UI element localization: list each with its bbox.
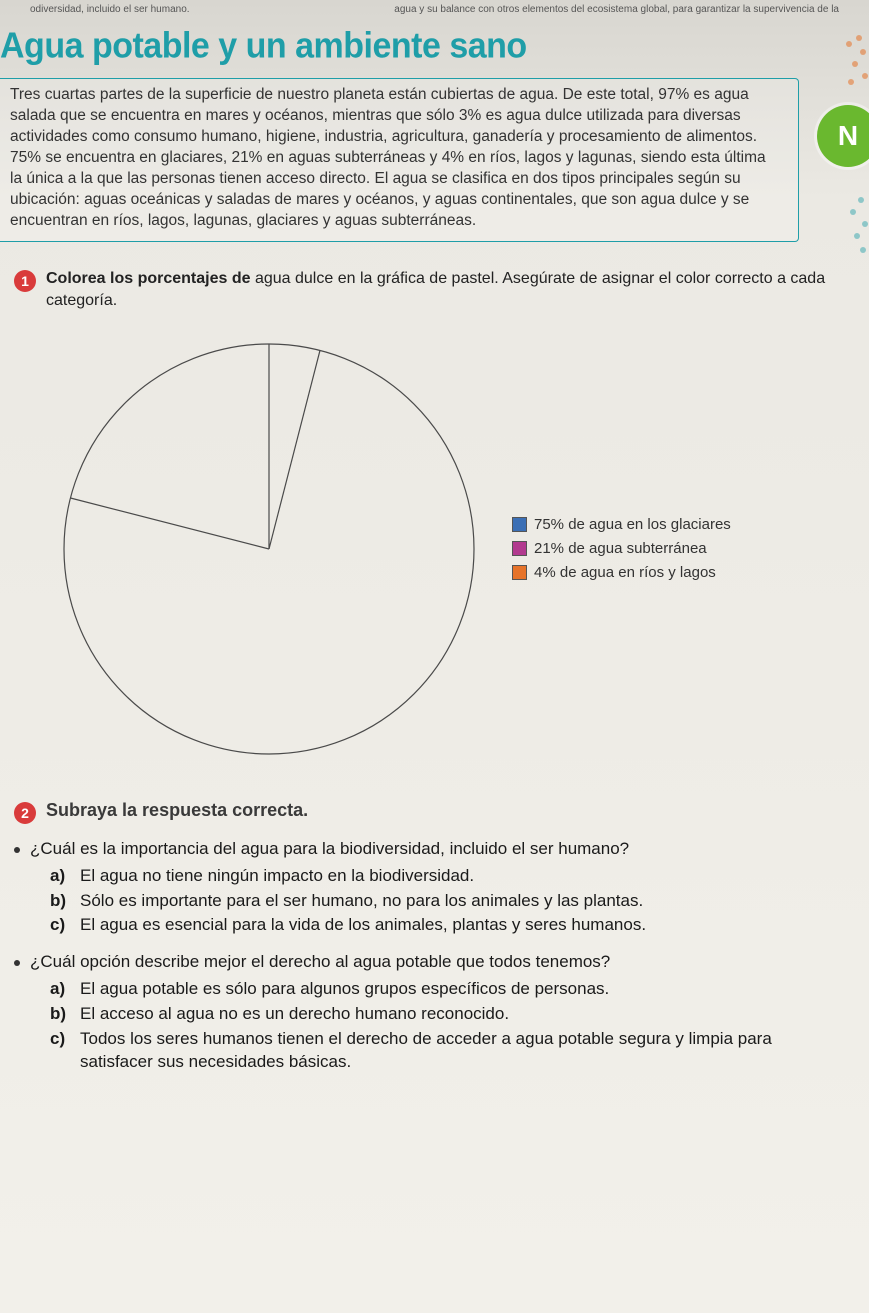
options-list: a) El agua no tiene ningún impacto en la … bbox=[50, 865, 841, 938]
pie-radius-line bbox=[70, 498, 269, 549]
bullet-icon bbox=[14, 960, 20, 966]
cutoff-right: agua y su balance con otros elementos de… bbox=[394, 4, 839, 15]
option-text: Todos los seres humanos tienen el derech… bbox=[80, 1028, 841, 1074]
option-key: b) bbox=[50, 890, 72, 913]
cutoff-left: odiversidad, incluido el ser humano. bbox=[30, 4, 190, 15]
legend-row: 4% de agua en ríos y lagos bbox=[512, 561, 731, 585]
exercise-1: 1 Colorea los porcentajes de agua dulce … bbox=[14, 268, 839, 763]
side-badge-letter: N bbox=[838, 120, 858, 152]
exercise-1-lead: Colorea los porcentajes de bbox=[46, 270, 251, 287]
exercise-2-number: 2 bbox=[21, 805, 29, 821]
legend-label: 75% de agua en los glaciares bbox=[534, 513, 731, 537]
option-text: Sólo es importante para el ser humano, n… bbox=[80, 890, 643, 913]
legend-swatch bbox=[512, 541, 527, 556]
exercise-1-number-badge: 1 bbox=[14, 270, 36, 292]
legend-label: 4% de agua en ríos y lagos bbox=[534, 561, 716, 585]
option-key: c) bbox=[50, 1028, 72, 1051]
side-green-badge: N bbox=[817, 105, 869, 167]
question-text: ¿Cuál opción describe mejor el derecho a… bbox=[30, 951, 610, 974]
exercise-2-number-badge: 2 bbox=[14, 802, 36, 824]
exercise-1-number: 1 bbox=[21, 273, 29, 289]
legend-label: 21% de agua subterránea bbox=[534, 537, 707, 561]
option-key: b) bbox=[50, 1003, 72, 1026]
option-key: c) bbox=[50, 914, 72, 937]
pie-chart bbox=[54, 334, 484, 764]
exercise-1-text: Colorea los porcentajes de agua dulce en… bbox=[46, 268, 839, 311]
option-text: El agua es esencial para la vida de los … bbox=[80, 914, 646, 937]
info-paragraph-text: Tres cuartas partes de la superficie de … bbox=[10, 86, 766, 229]
option-row: a) El agua no tiene ningún impacto en la … bbox=[50, 865, 841, 888]
question-row: ¿Cuál opción describe mejor el derecho a… bbox=[14, 951, 841, 974]
option-row: b) Sólo es importante para el ser humano,… bbox=[50, 890, 841, 913]
question-row: ¿Cuál es la importancia del agua para la… bbox=[14, 838, 841, 861]
option-row: c) Todos los seres humanos tienen el dere… bbox=[50, 1028, 841, 1074]
option-row: b) El acceso al agua no es un derecho hum… bbox=[50, 1003, 841, 1026]
question-block: ¿Cuál es la importancia del agua para la… bbox=[14, 838, 841, 938]
legend-row: 21% de agua subterránea bbox=[512, 537, 731, 561]
bullet-icon bbox=[14, 847, 20, 853]
option-text: El agua no tiene ningún impacto en la bi… bbox=[80, 865, 474, 888]
info-paragraph-box: Tres cuartas partes de la superficie de … bbox=[0, 78, 799, 242]
pie-chart-area: 75% de agua en los glaciares21% de agua … bbox=[54, 334, 839, 764]
exercise-2-title: Subraya la respuesta correcta. bbox=[46, 800, 308, 821]
header-cutoff-row: odiversidad, incluido el ser humano. agu… bbox=[0, 0, 869, 17]
legend-swatch bbox=[512, 565, 527, 580]
question-text: ¿Cuál es la importancia del agua para la… bbox=[30, 838, 629, 861]
page-title: Agua potable y un ambiente sano bbox=[0, 26, 839, 67]
legend-swatch bbox=[512, 517, 527, 532]
pie-legend: 75% de agua en los glaciares21% de agua … bbox=[512, 513, 731, 585]
question-block: ¿Cuál opción describe mejor el derecho a… bbox=[14, 951, 841, 1074]
option-text: El agua potable es sólo para algunos gru… bbox=[80, 978, 609, 1001]
option-row: a) El agua potable es sólo para algunos g… bbox=[50, 978, 841, 1001]
exercise-2: 2 Subraya la respuesta correcta. ¿Cuál e… bbox=[14, 800, 841, 1074]
legend-row: 75% de agua en los glaciares bbox=[512, 513, 731, 537]
option-row: c) El agua es esencial para la vida de lo… bbox=[50, 914, 841, 937]
option-key: a) bbox=[50, 978, 72, 1001]
option-key: a) bbox=[50, 865, 72, 888]
pie-radius-line bbox=[269, 350, 320, 549]
options-list: a) El agua potable es sólo para algunos g… bbox=[50, 978, 841, 1074]
pie-svg bbox=[54, 334, 484, 764]
option-text: El acceso al agua no es un derecho human… bbox=[80, 1003, 509, 1026]
title-bar: Agua potable y un ambiente sano bbox=[0, 17, 869, 74]
